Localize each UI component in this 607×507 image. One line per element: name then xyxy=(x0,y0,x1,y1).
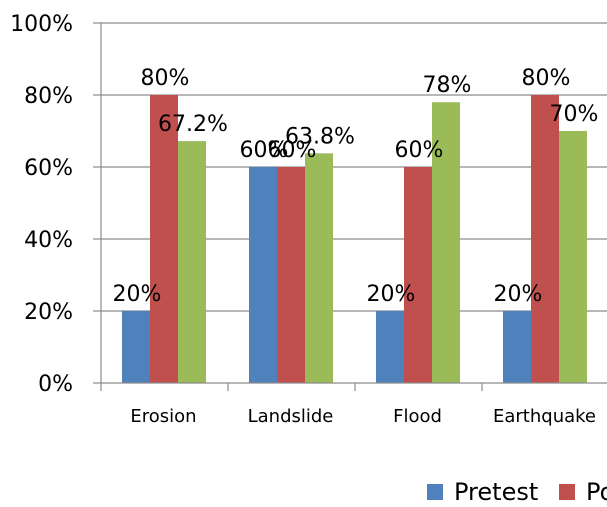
data-label: 80% xyxy=(522,66,571,91)
bar xyxy=(503,311,531,383)
data-label: 78% xyxy=(423,73,472,98)
bar xyxy=(531,95,559,383)
data-label: 67.2% xyxy=(158,112,228,137)
y-tick-label: 60% xyxy=(24,156,73,181)
data-label: 20% xyxy=(367,282,416,307)
data-label: 60% xyxy=(240,138,289,163)
legend-label: Po xyxy=(586,478,607,506)
y-tick-labels: 0% 20% 40% 60% 80% 100% xyxy=(10,12,73,397)
y-tick-label: 80% xyxy=(24,84,73,109)
axes xyxy=(93,22,607,391)
data-labels: 20%80%67.2%60%60%63.8%20%60%78%20%80%70% xyxy=(113,66,599,307)
y-tick-label: 40% xyxy=(24,228,73,253)
data-label: 60% xyxy=(395,138,444,163)
data-label: 63.8% xyxy=(285,124,355,149)
y-tick-label: 20% xyxy=(24,300,73,325)
data-label: 20% xyxy=(494,282,543,307)
bar xyxy=(559,131,587,383)
bar xyxy=(178,141,206,383)
bar xyxy=(150,95,178,383)
bar xyxy=(249,167,277,383)
category-label: Erosion xyxy=(130,406,196,427)
category-label: Earthquake xyxy=(493,406,596,427)
bar xyxy=(376,311,404,383)
category-labels: Erosion Landslide Flood Earthquake xyxy=(130,406,596,427)
category-label: Landslide xyxy=(248,406,334,427)
data-label: 20% xyxy=(113,282,162,307)
legend-label: Pretest xyxy=(454,478,538,506)
category-label: Flood xyxy=(393,406,442,427)
legend-swatch xyxy=(427,484,443,500)
data-label: 60% xyxy=(268,138,317,163)
legend-swatch xyxy=(559,484,575,500)
data-label: 70% xyxy=(550,102,599,127)
bar xyxy=(305,153,333,383)
bar xyxy=(277,167,305,383)
data-label: 80% xyxy=(141,66,190,91)
y-tick-label: 0% xyxy=(38,372,73,397)
legend: Pretest Po xyxy=(427,478,607,506)
bar xyxy=(122,311,150,383)
y-tick-label: 100% xyxy=(10,12,73,37)
bar xyxy=(432,102,460,383)
bar xyxy=(404,167,432,383)
bars xyxy=(122,95,587,383)
